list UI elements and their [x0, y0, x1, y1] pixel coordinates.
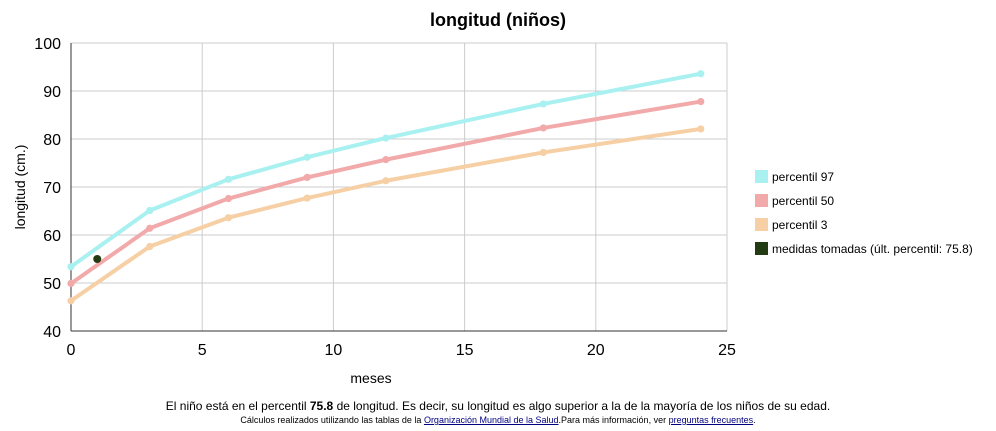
percentile-value: 75.8	[309, 399, 334, 413]
series-point-1	[303, 173, 311, 181]
legend: percentil 97 percentil 50 percentil 3 medid…	[755, 170, 973, 256]
x-axis-label: meses	[350, 370, 391, 386]
series-point-2	[146, 242, 154, 251]
who-link[interactable]: Organización Mundial de la Salud	[423, 415, 559, 425]
y-tick-label: 100	[34, 36, 61, 53]
chart-title: longitud (niños)	[430, 10, 566, 30]
y-tick-label: 50	[43, 276, 61, 293]
series-lines	[67, 70, 705, 305]
y-axis-label: longitud (cm.)	[12, 145, 28, 230]
series-point-2	[382, 177, 390, 185]
series-point-1	[146, 224, 154, 232]
series-point-0	[146, 206, 154, 215]
faq-link[interactable]: preguntas frecuentes	[668, 415, 754, 425]
series-point-2	[224, 214, 233, 222]
legend-label: percentil 97	[772, 170, 834, 184]
summary-text-end: de longitud. Es decir, su longitud es al…	[333, 399, 831, 413]
series-point-1	[67, 279, 75, 288]
legend-label: percentil 50	[772, 194, 834, 208]
y-tick-label: 70	[43, 180, 61, 197]
y-tick-label: 60	[43, 228, 61, 245]
y-tick-label: 40	[43, 324, 61, 341]
series-point-2	[67, 297, 75, 305]
series-point-1	[382, 156, 390, 164]
series-point-1	[224, 194, 233, 203]
footer: El niño está en el percentil 75.8 de lon…	[0, 399, 996, 426]
x-tick-label: 5	[198, 342, 207, 359]
series-point-0	[67, 263, 75, 271]
y-tick-label: 80	[43, 132, 61, 149]
series-line-0	[69, 71, 703, 269]
series-point-0	[303, 153, 311, 161]
series-point-0	[382, 134, 390, 142]
summary-text-start: El niño está en el percentil	[165, 399, 310, 413]
legend-swatch	[755, 242, 768, 255]
x-tick-label: 25	[718, 342, 736, 359]
series-point-1	[539, 124, 547, 132]
series-point-0	[539, 100, 547, 108]
legend-label: percentil 3	[772, 218, 828, 232]
x-tick-label: 15	[456, 342, 474, 359]
percentile-summary: El niño está en el percentil 75.8 de lon…	[0, 399, 996, 414]
legend-swatch	[755, 194, 768, 207]
series-line-1	[69, 99, 703, 286]
series-point-2	[697, 125, 705, 133]
measurement-point	[93, 255, 102, 263]
source-text-start: Cálculos realizados utilizando las tabla…	[240, 415, 424, 425]
tick-labels: 40 50 60 70 80 90 100 0 5 10 15 20 25	[34, 36, 736, 359]
series-point-2	[303, 194, 311, 202]
x-tick-label: 20	[587, 342, 605, 359]
legend-swatch	[755, 170, 768, 183]
source-note: Cálculos realizados utilizando las tabla…	[0, 414, 996, 426]
legend-label: medidas tomadas (últ. percentil: 75.8)	[772, 242, 973, 256]
x-tick-label: 10	[325, 342, 343, 359]
chart-svg: longitud (niños) longitud (cm.) meses 40…	[12, 10, 973, 386]
series-point-2	[539, 148, 547, 157]
growth-chart: longitud (niños) longitud (cm.) meses 40…	[12, 10, 973, 386]
legend-swatch	[755, 218, 768, 231]
series-point-0	[224, 175, 233, 183]
source-text-end: .	[753, 415, 756, 425]
x-tick-label: 0	[67, 342, 76, 359]
source-text-middle: .Para más información, ver	[558, 415, 669, 425]
y-tick-label: 90	[43, 84, 61, 101]
series-line-2	[69, 126, 703, 303]
series-point-1	[697, 97, 705, 106]
series-point-0	[697, 70, 705, 78]
